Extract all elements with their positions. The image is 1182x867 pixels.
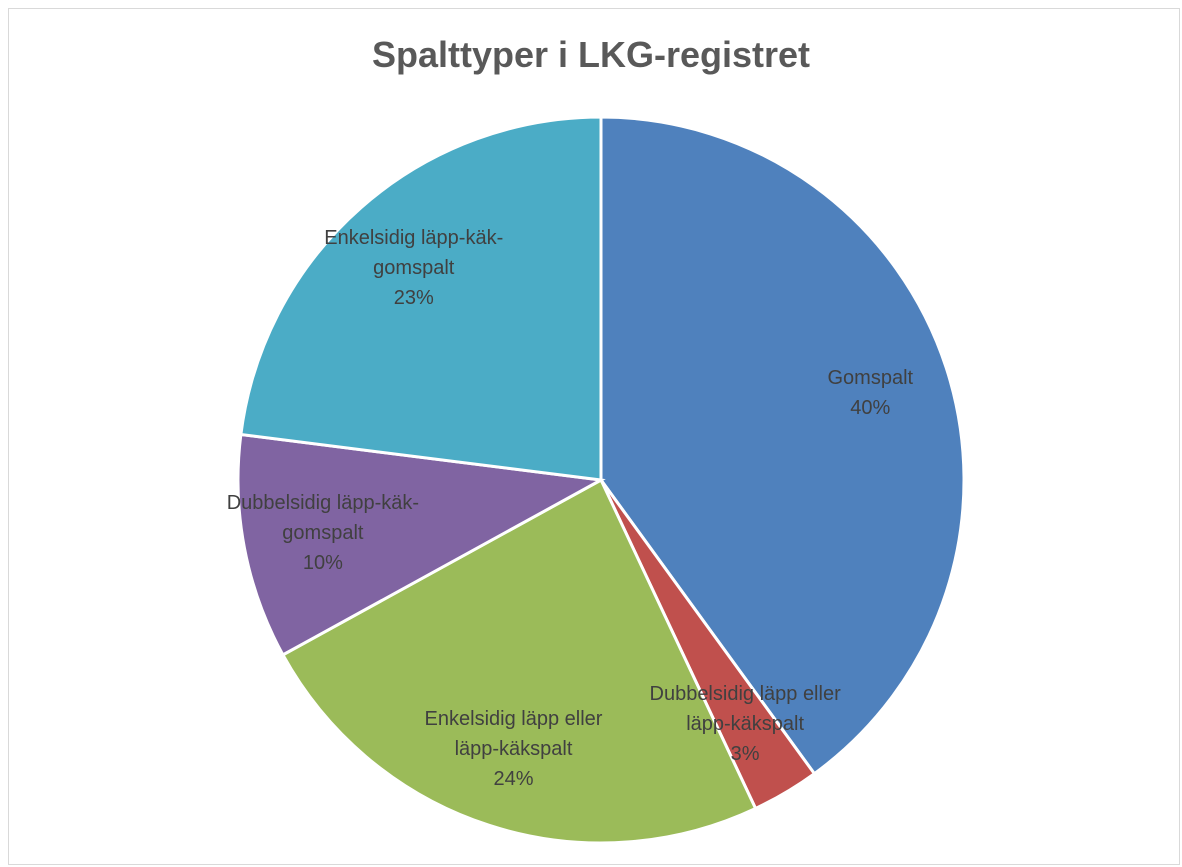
data-label: Enkelsidig läpp-käk-gomspalt 23% — [309, 223, 519, 313]
data-label: Gomspalt 40% — [765, 363, 975, 423]
slice-value: 3% — [730, 742, 760, 765]
pie-slice — [239, 115, 603, 482]
chart-border — [8, 8, 1180, 865]
slice-value: 24% — [493, 768, 534, 791]
slice-value: 40% — [850, 396, 891, 419]
pie-slice — [280, 477, 758, 845]
slice-name: Enkelsidig läpp-käk-gomspalt — [324, 226, 504, 279]
pie-slice — [599, 115, 966, 776]
data-label: Dubbelsidig läpp-käk-gomspalt 10% — [218, 488, 428, 578]
slice-value: 23% — [393, 286, 434, 309]
slice-name: Dubbelsidig läpp-käk-gomspalt — [226, 492, 420, 545]
data-label: Dubbelsidig läpp eller läpp-käkspalt 3% — [640, 679, 850, 769]
slice-name: Dubbelsidig läpp eller läpp-käkspalt — [649, 682, 841, 735]
data-label: Enkelsidig läpp eller läpp-käkspalt 24% — [409, 704, 619, 794]
slice-value: 10% — [302, 552, 343, 575]
slice-name: Gomspalt — [827, 366, 914, 389]
chart-title: Spalttyper i LKG-registret — [371, 34, 811, 75]
pie-slice — [236, 432, 606, 657]
slice-name: Enkelsidig läpp eller läpp-käkspalt — [424, 708, 603, 761]
